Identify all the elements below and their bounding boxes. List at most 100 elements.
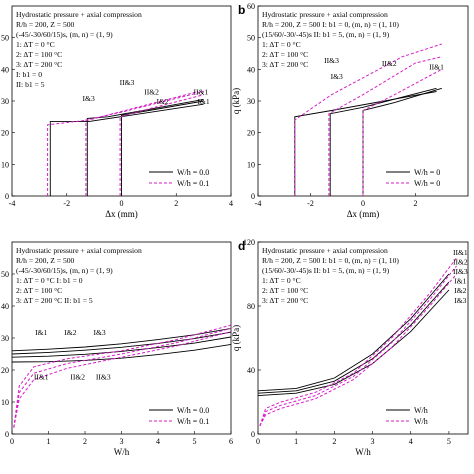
y-tick-label: 80 xyxy=(247,302,255,311)
annotation-line: I: b1 = 0 xyxy=(16,70,42,79)
y-tick-label: 0 xyxy=(251,430,255,439)
annotation-line: R/h = 200, Z = 500 I: b1 = 0, (m, n) = (… xyxy=(262,256,399,265)
series-line-3 xyxy=(258,273,450,392)
curve-label: I&3 xyxy=(83,94,95,103)
legend-entry: W/h = 0.0 xyxy=(177,168,209,177)
x-tick-label: 5 xyxy=(447,437,451,446)
y-tick-label: 10 xyxy=(1,398,9,407)
y-tick-label: 50 xyxy=(1,270,9,279)
plot-frame xyxy=(257,241,469,435)
annotation-line: 2: ΔT = 100 °C xyxy=(262,286,308,295)
curve-label: II&3 xyxy=(96,373,111,382)
curve-label: II&2 xyxy=(382,59,397,68)
y-axis-label: q (kPa) xyxy=(231,88,241,114)
series-line-2 xyxy=(12,331,231,355)
x-axis-label: Δx (mm) xyxy=(105,209,138,219)
series-line-3 xyxy=(12,336,231,358)
series-line-4 xyxy=(47,91,199,196)
annotation-line: Hydrostatic pressure + axial compression xyxy=(16,10,142,19)
annotation-line: R/h = 200, Z = 500 xyxy=(16,256,75,265)
x-tick-label: 0 xyxy=(256,437,260,446)
curve-label: II&1 xyxy=(194,88,209,97)
series-line-5 xyxy=(328,56,442,196)
x-axis-label: Δx (mm) xyxy=(347,209,380,219)
annotation-line: (-45/-30/60/15)s, (m, n) = (1, 9) xyxy=(16,30,113,39)
panel-label: b xyxy=(238,3,245,17)
series-line-1 xyxy=(294,91,437,196)
legend-entry: W/h = 0.1 xyxy=(177,417,209,426)
annotation-line: II: b1 = 5 xyxy=(16,80,45,89)
y-tick-label: 20 xyxy=(1,366,9,375)
curve-label: I&3 xyxy=(331,72,343,81)
series-line-4 xyxy=(259,257,457,427)
y-tick-label: 40 xyxy=(1,302,9,311)
series-line-1 xyxy=(258,289,450,397)
y-tick-label: 120 xyxy=(243,238,255,247)
panel-a: -4 -2 0 2 401020304050II&3I&3II&2I&2II&1I&1H… xyxy=(1,5,233,219)
legend-entry: W/h xyxy=(414,406,428,415)
legend-entry: W/h xyxy=(414,417,428,426)
x-tick-label: 0 xyxy=(361,199,365,208)
annotation-line: Hydrostatic pressure + axial compression xyxy=(262,10,388,19)
curve-label: II&1 xyxy=(429,62,444,71)
x-tick-label: -4 xyxy=(255,199,262,208)
y-axis-label: q (kPa) xyxy=(231,325,241,351)
x-tick-label: 3 xyxy=(120,437,124,446)
y-tick-label: 50 xyxy=(247,34,255,43)
curve-label: II&1 xyxy=(453,248,468,257)
annotation-line: (15/60/-30/-45)s II: b1 = 5, (m, n) = (1… xyxy=(262,30,390,39)
x-tick-label: 6 xyxy=(229,437,233,446)
series-line-3 xyxy=(121,100,204,196)
curve-label: II&2 xyxy=(144,88,159,97)
annotation-line: (-45/-30/60/15)s, (m, n) = (1, 9) xyxy=(16,266,113,275)
annotation-line: 1: ΔT = 0 °C xyxy=(16,40,55,49)
panel-label: d xyxy=(238,239,245,253)
y-tick-label: 10 xyxy=(1,160,9,169)
y-tick-label: 0 xyxy=(5,192,9,201)
y-tick-label: 50 xyxy=(1,34,9,43)
legend-entry: W/h = 0.0 xyxy=(177,406,209,415)
curve-label: II&2 xyxy=(453,257,468,266)
y-tick-label: 60 xyxy=(247,2,255,11)
series-line-5 xyxy=(13,324,231,428)
y-tick-label: 10 xyxy=(247,160,255,169)
x-tick-label: 4 xyxy=(409,437,413,446)
legend-entry: W/h = 0 xyxy=(414,179,440,188)
annotation-line: 3: ΔT = 200 °C II: b1 = 5 xyxy=(16,296,93,305)
y-tick-label: 30 xyxy=(247,97,255,106)
annotation-line: 3: ΔT = 200 °C xyxy=(262,296,308,305)
y-tick-label: 0 xyxy=(5,430,9,439)
x-tick-label: 4 xyxy=(156,437,160,446)
x-tick-label: -2 xyxy=(307,199,314,208)
annotation-line: R/h = 200, Z = 500 xyxy=(16,20,75,29)
series-line-6 xyxy=(13,327,231,428)
series-line-4 xyxy=(294,43,442,196)
y-tick-label: 40 xyxy=(247,65,255,74)
curve-label: I&3 xyxy=(454,296,466,305)
y-tick-label: 20 xyxy=(1,129,9,138)
curve-label: II&2 xyxy=(70,373,85,382)
curve-label: II&3 xyxy=(453,267,468,276)
series-line-2 xyxy=(258,281,450,394)
curve-label: I&1 xyxy=(35,328,47,337)
series-line-4 xyxy=(12,343,231,363)
panel-c: 0 1 2 3 4 5 6 0 10 20 30 40 50 I&1 I&2 I&3 II&1 II&2 II&3 H… xyxy=(1,241,233,457)
series-line-1 xyxy=(12,327,231,352)
series-line-6 xyxy=(259,273,457,427)
y-tick-label: 30 xyxy=(1,97,9,106)
y-tick-label: 40 xyxy=(247,366,255,375)
series-line-5 xyxy=(85,91,204,196)
annotation-line: 3: ΔT = 200 °C xyxy=(16,60,62,69)
curve-label: I&1 xyxy=(198,97,210,106)
x-tick-label: 3 xyxy=(371,437,375,446)
annotation-line: 2: ΔT = 100 °C xyxy=(262,50,308,59)
panel-d: 0 1 2 3 4 5 0 40 80 120 II&1II&2II&3I&1I&2I&3 Hydro… xyxy=(231,238,469,457)
annotation-line: Hydrostatic pressure + axial compression xyxy=(262,246,388,255)
annotation-line: 1: ΔT = 0 °C xyxy=(262,276,301,285)
x-tick-label: 5 xyxy=(193,437,197,446)
series-line-1 xyxy=(49,103,204,196)
annotation-line: 2: ΔT = 100 °C xyxy=(16,286,62,295)
curve-label: II&3 xyxy=(324,56,339,65)
